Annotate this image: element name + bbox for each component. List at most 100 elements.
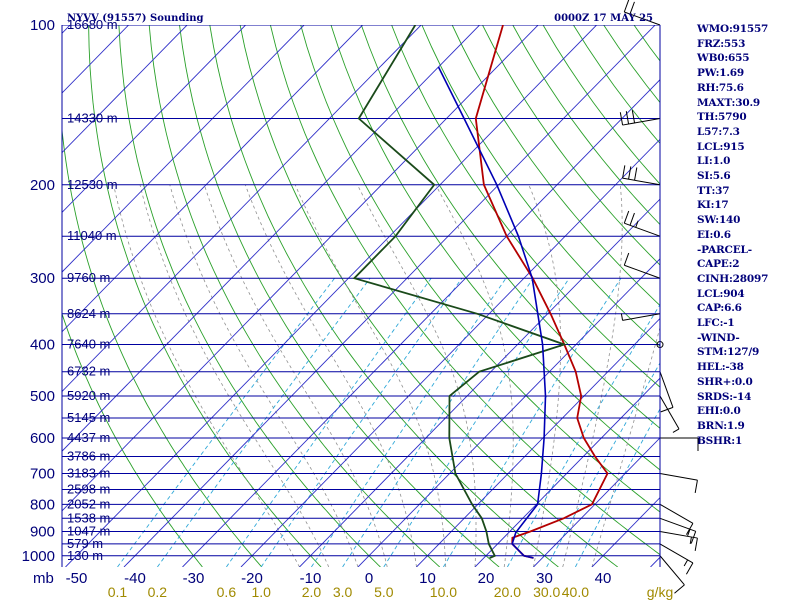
dry-adiabat	[482, 25, 660, 266]
pressure-tick-label: 700	[30, 466, 55, 483]
isotherm	[474, 377, 660, 567]
moist-adiabat	[113, 184, 300, 567]
dewpoint-line	[352, 25, 568, 559]
index-line: WMO:91557	[697, 23, 769, 35]
height-label: 9760 m	[67, 270, 110, 285]
dry-adiabat	[421, 25, 660, 347]
index-line: TH:5790	[697, 111, 747, 124]
isotherm	[62, 25, 539, 512]
pressure-tick-label: 100	[30, 17, 55, 34]
mixing-ratio-line	[342, 277, 534, 567]
height-label: 14330 m	[67, 110, 118, 125]
dry-adiabat	[391, 25, 660, 388]
temperature-line	[474, 25, 609, 559]
barb-staff	[622, 313, 661, 321]
index-line: CAP:6.6	[697, 302, 742, 315]
dry-adiabat	[269, 25, 660, 556]
pressure-tick-label: 500	[30, 388, 55, 405]
isotherm	[62, 25, 71, 34]
mixing-ratio-tick-label: 0.2	[148, 584, 168, 600]
isotherm	[62, 25, 363, 333]
chart-time: 0000Z 17 MAY 25	[554, 13, 653, 24]
mixing-ratio-line	[117, 277, 335, 567]
moist-adiabat	[294, 184, 447, 567]
isotherm	[533, 437, 660, 567]
dry-adiabat	[451, 25, 660, 307]
mixing-ratio-line	[226, 277, 432, 567]
barb-flag	[694, 537, 698, 551]
barb-flag	[674, 584, 685, 594]
barb-staff	[659, 530, 698, 539]
barb-flag	[623, 0, 630, 13]
height-label: 5145 m	[67, 410, 110, 425]
sounding-indices: WMO:91557 FRZ:553 WB0:655 PW:1.69 RH:75.6 MAX…	[697, 22, 800, 448]
barb-flag	[629, 1, 635, 15]
height-label: 3786 m	[67, 448, 110, 463]
isotherm	[62, 25, 422, 393]
dry-adiabat	[62, 125, 263, 567]
barb-flag	[694, 480, 698, 494]
temperature-tick-label: 40	[595, 570, 612, 587]
mixing-ratio-tick-label: 0.6	[217, 584, 237, 600]
height-label: 5920 m	[67, 388, 110, 403]
wind-barb	[619, 110, 661, 126]
wind-barb	[623, 252, 661, 279]
index-line: -WIND-	[697, 331, 740, 344]
pressure-tick-label: 300	[30, 270, 55, 287]
index-line: L57:7.3	[697, 125, 740, 138]
barb-flag	[672, 428, 680, 433]
barb-staff	[659, 395, 680, 430]
isotherm	[0, 25, 12, 567]
barb-staff	[659, 517, 696, 532]
wind-barb	[659, 530, 698, 551]
index-line: PW:1.69	[697, 67, 745, 80]
isotherm	[182, 79, 660, 567]
mixing-ratio-tick-label: 20.0	[494, 584, 521, 600]
barb-flag	[687, 529, 691, 536]
temperature-tick-label: 10	[419, 570, 436, 587]
chart-title: NYVV (91557) Sounding	[67, 13, 204, 24]
isotherm	[62, 25, 188, 154]
barb-flag	[629, 212, 635, 226]
barb-flag	[622, 165, 626, 179]
wind-barb	[659, 543, 694, 575]
height-label: 8624 m	[67, 306, 110, 321]
height-label: 130 m	[67, 548, 103, 563]
index-line: EI:0.6	[697, 228, 731, 241]
mixing-ratio-tick-label: 5.0	[374, 584, 394, 600]
mixing-ratio-line	[260, 277, 463, 567]
parcel-line	[437, 66, 547, 559]
moist-adiabat	[528, 184, 561, 567]
dry-adiabat	[300, 25, 660, 513]
index-line: CAPE:2	[697, 258, 740, 271]
dry-adiabat	[148, 25, 441, 567]
wind-barb	[620, 313, 661, 321]
height-label: 2598 m	[67, 481, 110, 496]
index-line: -PARCEL-	[697, 243, 752, 256]
plot-area	[62, 25, 660, 567]
wind-barb	[623, 0, 661, 26]
pressure-tick-label: 900	[30, 523, 55, 540]
moist-adiabat	[203, 184, 388, 567]
pressure-unit-label: mb	[33, 570, 54, 587]
index-line: LCL:904	[697, 287, 745, 300]
wind-barb	[659, 473, 698, 494]
height-label: 4437 m	[67, 430, 110, 445]
barb-staff	[624, 222, 661, 237]
pressure-tick-label: 400	[30, 337, 55, 354]
barb-staff	[659, 371, 674, 408]
moist-adiabat	[562, 184, 623, 567]
height-label: 2052 m	[67, 496, 110, 511]
wind-barb	[659, 371, 674, 413]
temperature-tick-label: 30	[536, 570, 553, 587]
index-line: STM:127/9	[697, 346, 760, 359]
barb-flag	[625, 111, 630, 125]
moist-adiabat	[139, 184, 330, 567]
height-label: 1538 m	[67, 510, 110, 525]
index-line: BSHR:1	[697, 434, 743, 447]
barb-staff	[624, 11, 661, 26]
barb-staff	[622, 117, 661, 126]
barb-flag	[683, 559, 689, 567]
mixing-ratio-line	[575, 408, 660, 567]
